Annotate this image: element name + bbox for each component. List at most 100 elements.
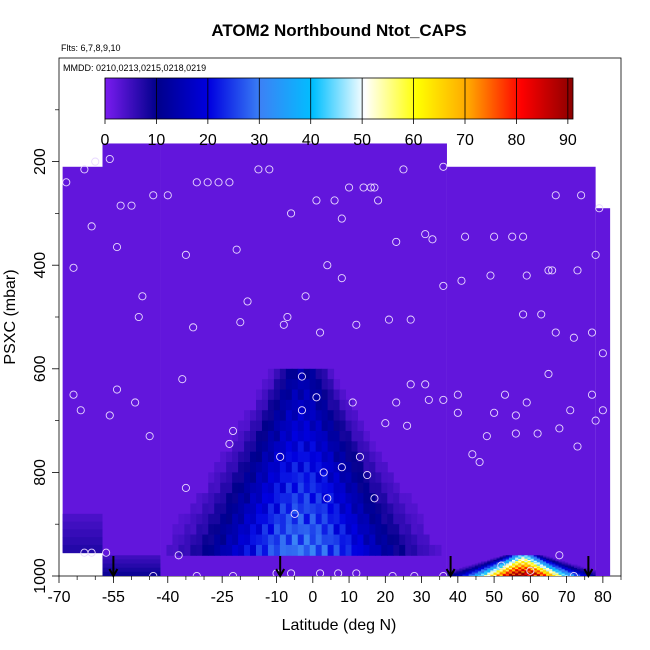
heatmap-cell xyxy=(481,563,485,565)
sample-point xyxy=(192,178,201,187)
heatmap-cell xyxy=(351,513,358,525)
heatmap-cell xyxy=(351,420,358,432)
sample-point xyxy=(537,310,546,319)
heatmap-cell xyxy=(232,430,239,442)
heatmap-cell xyxy=(549,563,553,565)
heatmap-cell xyxy=(303,544,311,556)
heatmap-cell xyxy=(524,556,528,559)
heatmap-cell xyxy=(405,544,412,556)
heatmap-cell xyxy=(468,572,473,575)
heatmap-cell xyxy=(580,566,584,569)
heatmap-cell xyxy=(244,544,251,556)
heatmap-cell xyxy=(453,570,457,572)
heatmap-cell xyxy=(345,472,352,484)
heatmap-cell xyxy=(471,566,476,569)
heatmap-cell xyxy=(250,503,257,515)
heatmap-cell xyxy=(481,573,485,576)
heatmap-cell xyxy=(279,379,287,391)
heatmap-cell xyxy=(285,430,293,442)
sample-point xyxy=(352,569,361,576)
heatmap-cell xyxy=(411,524,418,536)
heatmap-cell xyxy=(309,524,317,536)
heatmap-cell xyxy=(291,410,299,422)
heatmap-cell xyxy=(244,420,251,432)
heatmap-cell xyxy=(261,379,269,391)
heatmap-cell xyxy=(533,567,538,570)
heatmap-cell xyxy=(536,556,541,559)
heatmap-cell xyxy=(321,503,329,515)
sample-point xyxy=(228,571,238,576)
heatmap-cell xyxy=(546,566,550,569)
heatmap-cell xyxy=(552,574,556,576)
heatmap-cell xyxy=(487,566,491,569)
heatmap-cell xyxy=(490,558,494,561)
heatmap-cell xyxy=(238,534,245,546)
heatmap-cell xyxy=(505,557,510,560)
heatmap-cell xyxy=(533,562,538,564)
heatmap-cell xyxy=(273,441,281,453)
heatmap-cell xyxy=(567,573,572,576)
heatmap-cell xyxy=(102,563,161,569)
heatmap-cell xyxy=(502,569,507,571)
heatmap-cell xyxy=(539,562,544,564)
sample-point xyxy=(232,245,241,254)
heatmap-cell xyxy=(567,574,572,576)
heatmap-cell xyxy=(456,572,460,575)
heatmap-cell xyxy=(558,565,563,568)
x-tick-label: -25 xyxy=(211,589,234,606)
heatmap-cell xyxy=(244,482,251,494)
heatmap-cell xyxy=(524,567,528,570)
heatmap-cell xyxy=(493,574,498,576)
heatmap-cell xyxy=(518,572,522,575)
heatmap-cell xyxy=(580,567,584,570)
heatmap-cell xyxy=(339,451,347,463)
heatmap-cell xyxy=(303,472,311,484)
heatmap-cell xyxy=(261,493,269,504)
heatmap-cell xyxy=(178,544,185,556)
heatmap-cell xyxy=(533,570,538,572)
heatmap-cell xyxy=(539,566,544,569)
heatmap-cell xyxy=(202,524,209,536)
sample-point xyxy=(102,548,111,557)
heatmap-cell xyxy=(570,573,575,576)
heatmap-cell xyxy=(564,570,569,572)
heatmap-cell xyxy=(561,561,566,563)
heatmap-cell xyxy=(546,561,550,563)
heatmap-cell xyxy=(536,566,541,569)
heatmap-cell xyxy=(345,503,352,515)
heatmap-cell xyxy=(496,574,501,576)
heatmap-cell xyxy=(250,534,257,546)
heatmap-cell xyxy=(267,462,275,473)
sample-point xyxy=(236,318,245,327)
heatmap-cell xyxy=(546,557,550,560)
heatmap-cell xyxy=(381,534,388,546)
heatmap-cell xyxy=(363,513,370,525)
heatmap-cell xyxy=(226,524,233,536)
heatmap-cell xyxy=(539,572,544,575)
heatmap-cell xyxy=(496,569,501,571)
heatmap-cell xyxy=(178,534,185,546)
heatmap-cell xyxy=(490,573,494,576)
heatmap-cell xyxy=(465,572,470,575)
heatmap-cell xyxy=(555,559,559,562)
heatmap-cell xyxy=(250,441,257,453)
heatmap-cell xyxy=(580,569,584,571)
heatmap-cell xyxy=(465,565,470,568)
sample-point xyxy=(323,261,332,270)
heatmap-cell xyxy=(345,451,352,463)
heatmap-cell xyxy=(363,544,370,556)
heatmap-cell xyxy=(232,544,239,556)
heatmap-cell xyxy=(226,544,233,556)
heatmap-cell xyxy=(546,567,550,570)
heatmap-cell xyxy=(536,572,541,575)
heatmap-cell xyxy=(462,571,467,574)
heatmap-cell xyxy=(456,573,460,576)
heatmap-cell xyxy=(327,544,335,556)
heatmap-cell xyxy=(573,574,578,576)
heatmap-cell xyxy=(309,493,317,504)
heatmap-cell xyxy=(459,572,463,575)
heatmap-cell xyxy=(508,569,513,571)
heatmap-cell xyxy=(533,559,538,562)
heatmap-cell xyxy=(589,573,594,576)
heatmap-cell xyxy=(530,565,535,568)
